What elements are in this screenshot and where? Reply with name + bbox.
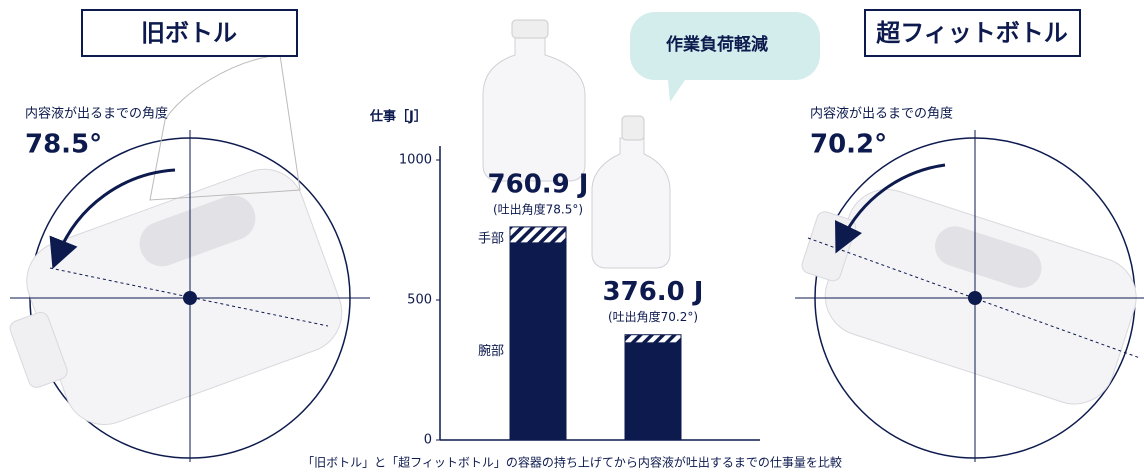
total-note: (吐出角度70.2°) — [608, 310, 698, 324]
bar-segment — [625, 335, 681, 343]
bottle-illustration — [0, 158, 353, 446]
total-note: (吐出角度78.5°) — [493, 202, 583, 216]
old-bottle-panel: 旧ボトル 内容液が出るまでの角度 78.5° — [0, 10, 370, 462]
bar-segment — [625, 343, 681, 440]
angle-caption: 内容液が出るまでの角度 — [25, 106, 168, 122]
pivot — [968, 291, 982, 305]
total-label: 376.0 J — [603, 277, 704, 307]
bar-segment — [510, 227, 566, 243]
new-bottle-panel: 超フィットボトル 内容液が出るまでの角度 70.2° — [786, 10, 1144, 462]
pivot — [183, 291, 197, 305]
angle-value: 70.2° — [810, 130, 887, 160]
y-tick-label: 0 — [424, 433, 432, 448]
bottle-illustration — [786, 170, 1144, 415]
angle-caption: 内容液が出るまでの角度 — [810, 106, 953, 122]
badge-text: 作業負荷軽減 — [666, 34, 768, 55]
y-axis-label: 仕事［J］ — [369, 109, 427, 125]
total-label: 760.9 J — [488, 169, 589, 199]
panel-title: 旧ボトル — [141, 19, 237, 47]
segment-label: 腕部 — [478, 344, 504, 359]
y-tick-label: 1000 — [399, 153, 432, 168]
bar-segment — [510, 243, 566, 440]
infographic: 旧ボトル 内容液が出るまでの角度 78.5° 超フィットボトル 内容液が出るまで… — [0, 0, 1144, 473]
y-tick-label: 500 — [407, 293, 432, 308]
segment-label: 手部 — [478, 231, 504, 246]
badge: 作業負荷軽減 — [630, 12, 820, 102]
panel-title: 超フィットボトル — [876, 19, 1068, 47]
angle-value: 78.5° — [25, 130, 102, 160]
chart-caption: 「旧ボトル」と「超フィットボトル」の容器の持ち上げてから内容液が吐出するまでの仕… — [302, 455, 842, 470]
